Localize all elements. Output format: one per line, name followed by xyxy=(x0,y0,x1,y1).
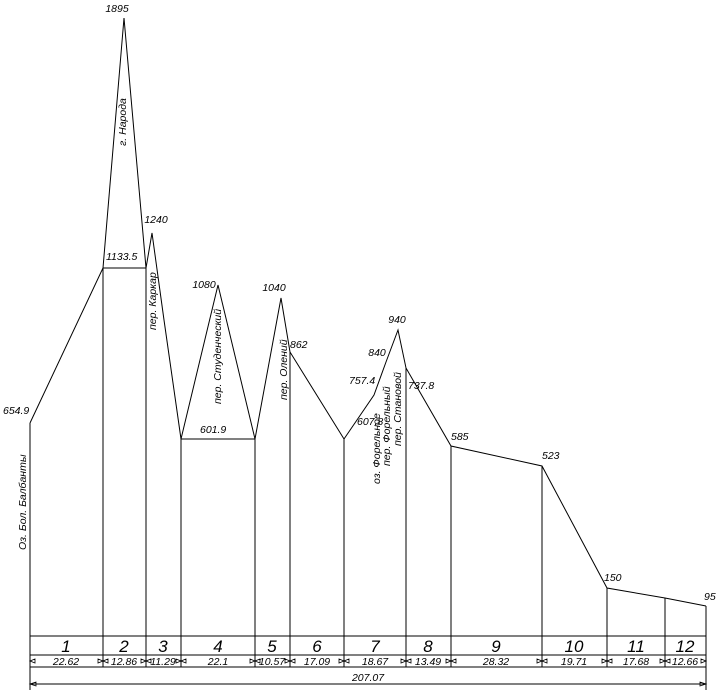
segment-number: 6 xyxy=(312,637,322,656)
elevation-label: 862 xyxy=(290,339,308,351)
station-verticals xyxy=(29,268,707,636)
peak-label: 1040 xyxy=(262,282,286,294)
elevation-label: 757.4 xyxy=(349,375,375,387)
segment-length: 18.67 xyxy=(362,656,389,668)
elevation-label: 585 xyxy=(451,431,469,443)
segment-length: 19.71 xyxy=(561,656,587,668)
segment-number: 5 xyxy=(267,637,277,656)
place-label: пер. Форельный xyxy=(381,386,393,466)
peak-label: 840 xyxy=(368,347,386,359)
peak-label: 1895 xyxy=(105,3,129,15)
elevation-label: 654.9 xyxy=(3,405,29,417)
segment-length: 12.86 xyxy=(111,656,137,668)
profile-line xyxy=(29,17,707,607)
total-length: 207.07 xyxy=(351,672,385,684)
segment-length: 22.1 xyxy=(207,656,228,668)
elevation-label: 95 xyxy=(704,591,716,603)
elevation-label: 1133.5 xyxy=(106,251,137,263)
segment-length: 11.29 xyxy=(150,656,176,668)
elevation-label: 607.8 xyxy=(357,416,383,428)
segment-number: 2 xyxy=(118,637,129,656)
elevation-label: 601.9 xyxy=(200,424,226,436)
segment-table xyxy=(28,635,708,690)
elevation-label: 737.8 xyxy=(408,380,434,392)
segment-number: 8 xyxy=(423,637,433,656)
peak-label: 1080 xyxy=(192,279,216,291)
segment-length: 10.57 xyxy=(259,656,286,668)
peak-label: 1240 xyxy=(144,214,168,226)
segment-number: 12 xyxy=(676,637,695,656)
segment-length: 17.09 xyxy=(304,656,330,668)
elevation-label: 523 xyxy=(542,450,560,462)
place-label: пер. Каркар xyxy=(147,272,159,330)
place-label: Оз. Бол. Балбанты xyxy=(17,454,29,550)
segment-length: 28.32 xyxy=(482,656,509,668)
segment-number: 4 xyxy=(213,637,222,656)
segment-number: 7 xyxy=(370,637,380,656)
segment-length: 22.62 xyxy=(52,656,79,668)
segment-number: 9 xyxy=(491,637,501,656)
place-label: г. Народа xyxy=(117,98,129,146)
segment-number: 11 xyxy=(627,637,645,656)
segment-number: 1 xyxy=(61,637,70,656)
peak-label: 940 xyxy=(388,314,406,326)
place-label: пер. Становой xyxy=(392,372,404,446)
elevation-label: 150 xyxy=(604,572,622,584)
place-label: пер. Студенческий xyxy=(212,309,224,404)
place-label: оз. Форельное xyxy=(371,413,383,484)
segment-number: 10 xyxy=(565,637,584,656)
segment-length: 12.66 xyxy=(672,656,698,668)
segment-number: 3 xyxy=(158,637,168,656)
place-label: пер. Олений xyxy=(278,339,290,400)
segment-length: 13.49 xyxy=(415,656,441,668)
segment-length: 17.68 xyxy=(623,656,649,668)
